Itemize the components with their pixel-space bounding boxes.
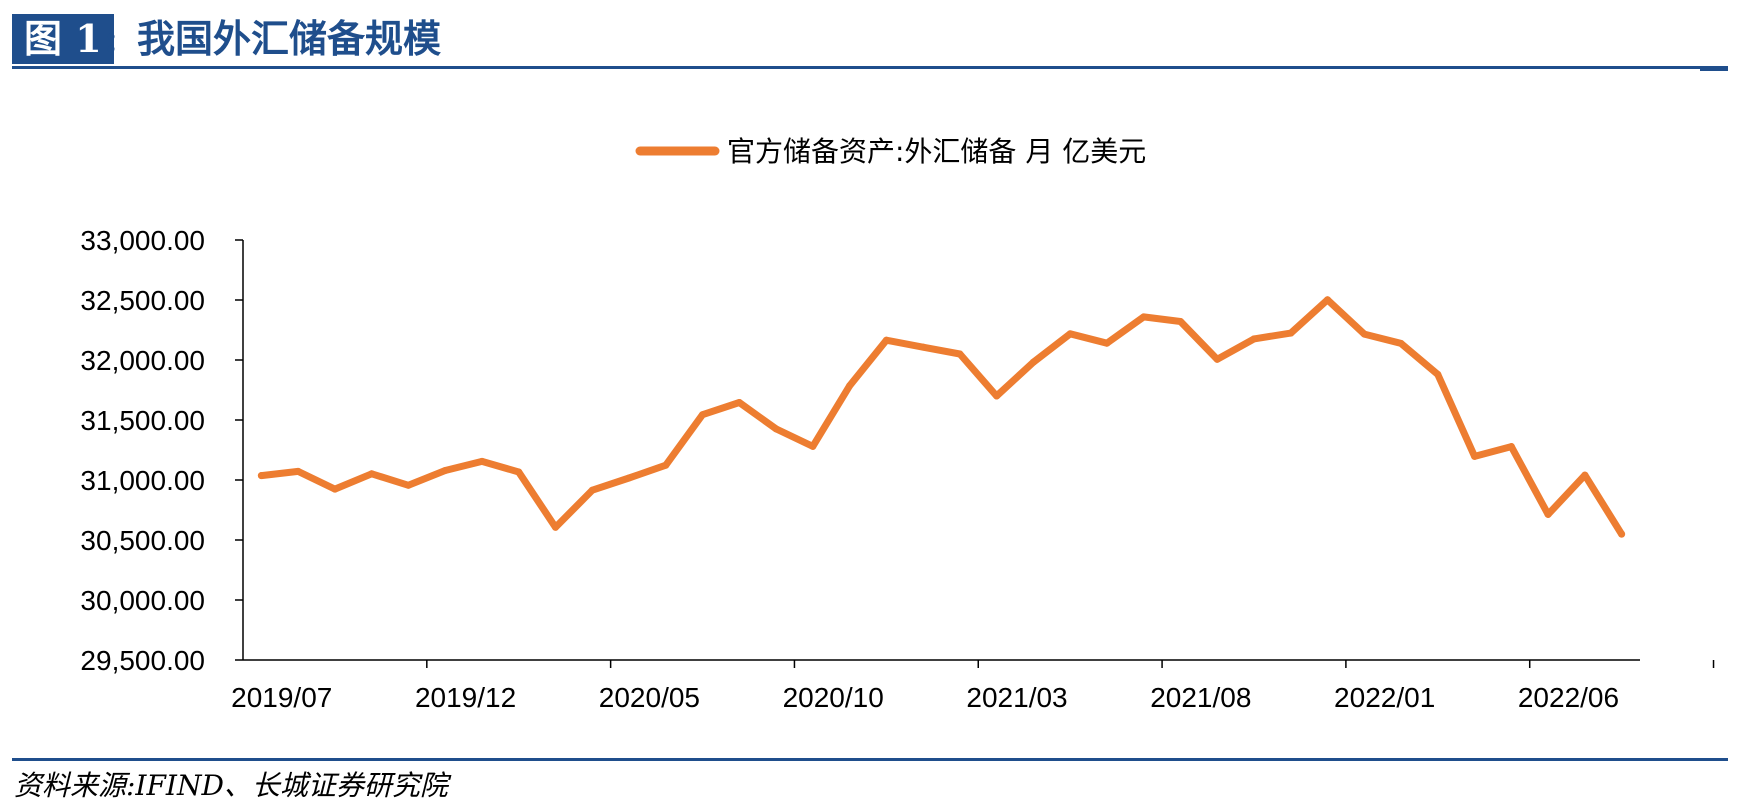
y-tick-label: 32,500.00 — [80, 285, 205, 316]
x-axis: 2019/07 2019/12 2020/05 2020/10 2021/03 2021/… — [231, 659, 1715, 713]
data-point — [735, 398, 743, 406]
data-point — [956, 350, 964, 358]
data-point — [1471, 452, 1479, 460]
figure-number: 图 1 — [12, 14, 114, 64]
figure-header: 图 1 : 我国外汇储备规模 — [12, 14, 1728, 66]
data-point — [1287, 329, 1295, 337]
header-rule-accent — [1700, 69, 1728, 71]
data-point — [846, 382, 854, 390]
data-point — [1324, 296, 1332, 304]
figure-colon: : — [104, 16, 119, 61]
chart-legend: 官方储备资产:外汇储备 月 亿美元 — [635, 135, 1146, 168]
source-note: 资料来源:IFIND、长城证券研究院 — [14, 769, 448, 802]
data-point — [331, 485, 339, 493]
data-point — [257, 472, 265, 480]
data-point — [993, 392, 1001, 400]
y-tick-label: 32,000.00 — [80, 345, 205, 376]
data-point — [588, 486, 596, 494]
data-point — [294, 467, 302, 475]
x-tick-label: 2021/03 — [966, 682, 1067, 713]
data-point — [1544, 510, 1552, 518]
y-axis: 29,500.00 30,000.00 30,500.00 31,000.00 31,5… — [80, 225, 244, 676]
x-tick-label: 2020/10 — [783, 682, 884, 713]
y-tick-label: 30,000.00 — [80, 585, 205, 616]
data-point — [441, 467, 449, 475]
y-tick-label: 33,000.00 — [80, 225, 205, 256]
data-point — [1176, 317, 1184, 325]
data-point — [368, 470, 376, 478]
data-point — [919, 343, 927, 351]
x-tick-label: 2019/07 — [231, 682, 332, 713]
data-point — [478, 457, 486, 465]
y-tick-label: 31,000.00 — [80, 465, 205, 496]
line-chart: 官方储备资产:外汇储备 月 亿美元 29,500.00 30,000.00 30,5… — [80, 135, 1715, 713]
x-tick-label: 2022/01 — [1334, 682, 1435, 713]
data-point — [1029, 358, 1037, 366]
data-point — [1250, 335, 1258, 343]
plot-area — [257, 296, 1626, 538]
data-point — [551, 523, 559, 531]
data-point — [662, 461, 670, 469]
data-point — [1434, 370, 1442, 378]
x-tick-label: 2020/05 — [599, 682, 700, 713]
data-point — [809, 442, 817, 450]
data-point — [699, 411, 707, 419]
data-point — [1581, 471, 1589, 479]
data-point — [1618, 530, 1626, 538]
data-point — [1066, 330, 1074, 338]
series-line — [257, 296, 1626, 538]
data-point — [1360, 330, 1368, 338]
figure-title: 我国外汇储备规模 — [137, 16, 442, 61]
x-tick-label: 2019/12 — [415, 682, 516, 713]
x-tick-label: 2021/08 — [1150, 682, 1251, 713]
x-tick-label: 2022/06 — [1518, 682, 1619, 713]
data-point — [625, 474, 633, 482]
y-tick-label: 31,500.00 — [80, 405, 205, 436]
data-point — [404, 481, 412, 489]
y-tick-label: 29,500.00 — [80, 645, 205, 676]
data-point — [515, 468, 523, 476]
data-point — [772, 425, 780, 433]
footer-rule — [12, 758, 1728, 761]
header-rule — [12, 66, 1728, 69]
data-point — [1140, 313, 1148, 321]
data-point — [882, 336, 890, 344]
data-point — [1103, 339, 1111, 347]
data-point — [1507, 443, 1515, 451]
data-point — [1397, 339, 1405, 347]
data-point — [1213, 355, 1221, 363]
y-tick-label: 30,500.00 — [80, 525, 205, 556]
legend-label: 官方储备资产:外汇储备 月 亿美元 — [727, 135, 1146, 168]
